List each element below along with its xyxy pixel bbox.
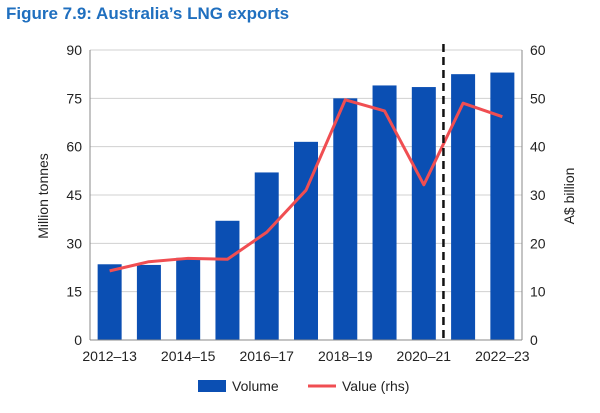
y-axis-label: Million tonnes: [35, 153, 51, 239]
y2-tick-label: 50: [530, 90, 546, 106]
volume-bar: [333, 98, 358, 340]
x-tick-label: 2014–15: [161, 348, 216, 364]
legend-volume-swatch: [198, 380, 226, 392]
x-tick-label: 2018–19: [318, 348, 373, 364]
legend: Volume Value (rhs): [198, 378, 409, 394]
legend-volume-label: Volume: [232, 378, 279, 394]
volume-bar: [411, 87, 436, 340]
volume-bar: [254, 172, 279, 340]
volume-bar: [136, 264, 161, 340]
volume-bars: [97, 72, 515, 341]
x-tick-label: 2012–13: [82, 348, 137, 364]
y2-tick-label: 10: [530, 284, 546, 300]
y2-tick-label: 40: [530, 139, 546, 155]
y2-tick-label: 30: [530, 187, 546, 203]
y-tick-label: 15: [66, 284, 82, 300]
volume-bar: [215, 220, 240, 340]
y-tick-label: 45: [66, 187, 82, 203]
y-tick-label: 60: [66, 139, 82, 155]
y-tick-label: 90: [66, 42, 82, 58]
y2-axis-label: A$ billion: [561, 168, 577, 225]
tick-labels: 0 15 30 45 60 75 90 0 10 20 30 40 50 60 2012–13 2014–15…: [66, 42, 545, 364]
volume-bar: [97, 264, 122, 340]
y-tick-label: 30: [66, 235, 82, 251]
x-tick-label: 2016–17: [239, 348, 294, 364]
legend-value-label: Value (rhs): [342, 378, 409, 394]
y-tick-label: 75: [66, 90, 82, 106]
value-line: [109, 98, 503, 273]
volume-bar: [490, 72, 515, 341]
y2-tick-label: 60: [530, 42, 546, 58]
volume-bar: [176, 257, 201, 340]
x-tick-label: 2022–23: [475, 348, 530, 364]
volume-bar: [451, 74, 476, 341]
x-tick-label: 2020–21: [397, 348, 452, 364]
y2-tick-label: 0: [530, 332, 538, 348]
figure-title: Figure 7.9: Australia’s LNG exports: [6, 4, 290, 23]
y-tick-label: 0: [74, 332, 82, 348]
y2-tick-label: 20: [530, 235, 546, 251]
axes: [89, 50, 523, 341]
value-series-line: [109, 98, 503, 273]
